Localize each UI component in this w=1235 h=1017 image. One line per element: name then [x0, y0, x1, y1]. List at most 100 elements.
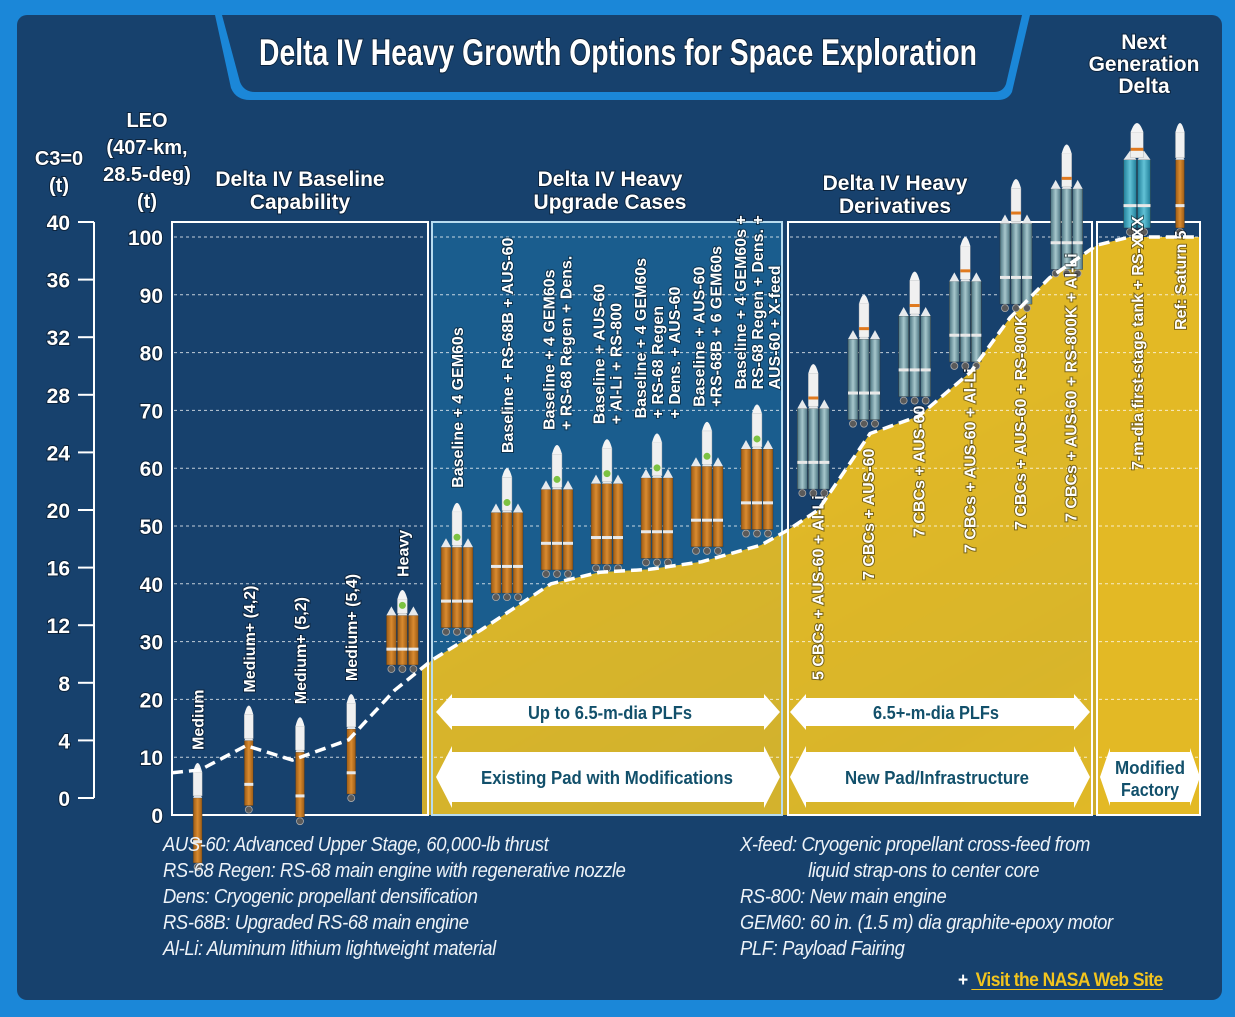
vehicle-label-line: Baseline + 4 GEM60s — [633, 258, 650, 419]
section-title-derivative-2: Derivatives — [839, 195, 951, 218]
vehicle-label-line: 7 CBCs + AUS-60 + Al-Li — [962, 368, 979, 553]
vehicle-label-line: + RS-68 Regen — [650, 306, 667, 418]
vehicle-label: 7-m-dia first-stage tank + RS-XXX — [1129, 215, 1148, 471]
c3-tick-label: 20 — [47, 500, 70, 523]
vehicle-label: Baseline + 4 GEM60s + RS-68 Regen + Dens. — [541, 255, 577, 431]
section-title-upgrade-2: Upgrade Cases — [534, 191, 687, 214]
vehicle-label-line: Baseline + AUS-60 — [592, 284, 609, 424]
capability-curve — [171, 235, 1200, 775]
vehicle-7-m-dia-first-stage-tank-rs-xxx — [1123, 123, 1151, 236]
vehicle-label-line: Baseline + RS-68B + AUS-60 — [500, 238, 517, 454]
vehicle-label: Medium+ (5,2) — [292, 596, 311, 705]
vehicle-label-line: + Dens. + AUS-60 — [667, 286, 684, 418]
section-titles: Delta IV Baseline Capability Delta IV He… — [214, 30, 1200, 219]
vehicles — [192, 123, 1185, 871]
banner-pad-upgrade-text: Existing Pad with Modifications — [481, 768, 733, 788]
c3-axis-title-1: C3=0 — [35, 148, 83, 170]
vehicle-label-line: 7 CBCs + AUS-60 — [861, 448, 878, 580]
leo-tick-label: 20 — [140, 689, 163, 712]
banners: Up to 6.5-m-dia PLFs 6.5+-m-dia PLFs Exi… — [436, 694, 1200, 808]
vehicle-label: Baseline + 4 GEM60s — [449, 326, 468, 489]
nasa-web-site-link[interactable]: + Visit the NASA Web Site — [958, 970, 1163, 992]
leo-tick-label: 60 — [140, 458, 163, 481]
leo-tick-label: 90 — [140, 285, 163, 308]
banner-factory-text-1: Modified — [1115, 758, 1185, 778]
section-title-nextgen-2: Generation — [1089, 53, 1200, 76]
vehicle-label: 5 CBCs + AUS-60 + Al-Li — [809, 494, 828, 681]
vehicle-label-line: Ref: Saturn 5 — [1173, 230, 1190, 330]
vehicle-labels: Medium Medium+ (4,2) Medium+ (5,2) Medium+ … — [190, 214, 1191, 751]
legend-item: Al-Li: Aluminum lithium lightweight mate… — [163, 938, 496, 960]
legend-item: RS-68B: Upgraded RS-68 main engine — [163, 912, 469, 934]
banner-factory — [1100, 748, 1200, 806]
vehicle-heavy — [386, 590, 419, 673]
vehicle-label: 7 CBCs + AUS-60 + Al-Li — [961, 367, 980, 554]
c3-tick-label: 8 — [58, 673, 70, 696]
vehicle-medium-4-2 — [244, 705, 254, 814]
section-title-upgrade-1: Delta IV Heavy — [538, 168, 683, 191]
vehicle-label-line: Baseline + 4 GEM60s — [450, 327, 467, 488]
c3-axis-title-2: (t) — [49, 175, 69, 197]
nasa-link-text[interactable]: Visit the NASA Web Site — [971, 970, 1164, 991]
legend-item: Dens: Cryogenic propellant densification — [163, 886, 478, 908]
vehicle-medium-5-4 — [346, 694, 356, 802]
title-tab — [222, 15, 1022, 92]
vehicle-label-line: 5 CBCs + AUS-60 + Al-Li — [810, 495, 827, 680]
banner-plf-upgrade — [436, 694, 780, 730]
leo-axis-title-2: (407-km, — [106, 137, 187, 159]
vehicle-label-line: AUS-60 + X-feed — [767, 266, 784, 390]
vehicle-label: 7 CBCs + AUS-60 + RS-800K + Al-Li — [1063, 252, 1082, 523]
vehicle-label-line: RS-68 Regen + Dens. + — [750, 215, 767, 389]
c3-tick-label: 36 — [47, 270, 70, 293]
vehicle-label: Ref: Saturn 5 — [1172, 229, 1191, 331]
leo-axis-title-4: (t) — [137, 191, 157, 213]
c3-tick-label: 24 — [47, 442, 71, 465]
section-title-baseline-2: Capability — [250, 191, 351, 214]
leo-tick-label: 100 — [128, 227, 163, 250]
vehicle-label-line: +RS-68B + 6 GEM60s — [709, 246, 726, 407]
vehicle-7-cbcs-aus-60-al-li — [949, 236, 982, 370]
vehicle-label-line: Medium+ (5,4) — [344, 574, 361, 681]
c3-tick-label: 40 — [47, 212, 70, 235]
section-title-derivative-1: Delta IV Heavy — [823, 172, 968, 195]
legend-item: RS-68 Regen: RS-68 main engine with rege… — [163, 860, 626, 882]
vehicle-label-line: Medium+ (5,2) — [293, 597, 310, 704]
banner-pad-derivative — [790, 746, 1090, 808]
legend-item: AUS-60: Advanced Upper Stage, 60,000-lb … — [163, 834, 549, 856]
leo-axis-title-1: LEO — [126, 110, 167, 132]
vehicle-baseline-aus-60-rs-68b-6-gem60s — [690, 421, 724, 555]
vehicle-7-cbcs-aus-60-rs-800k-al-li — [1050, 144, 1083, 278]
section-title-nextgen-1: Next — [1121, 31, 1167, 54]
vehicle-label: Baseline + AUS-60 + Al-Li + RS-800 — [591, 283, 627, 425]
vehicle-label: Baseline + 4 GEM60s + RS-68 Regen + Dens. … — [632, 257, 685, 420]
vehicle-label: Medium — [190, 689, 209, 751]
vehicle-label: Baseline + AUS-60 +RS-68B + 6 GEM60s — [691, 245, 727, 408]
vehicle-label: 7 CBCs + AUS-60 — [860, 447, 879, 581]
c3-tick-label: 4 — [58, 730, 70, 753]
vehicle-baseline-4-gem60s-rs-68-regen-dens-aus-60 — [640, 433, 674, 567]
vehicle-label-line: Medium+ (4,2) — [242, 585, 259, 692]
vehicle-label: Medium+ (5,4) — [343, 573, 362, 682]
legend-left: AUS-60: Advanced Upper Stage, 60,000-lb … — [163, 832, 626, 962]
c3-tick-label: 12 — [47, 615, 70, 638]
banner-pad-upgrade — [436, 746, 780, 808]
legend-item: PLF: Payload Fairing — [740, 938, 905, 960]
vehicle-label: Medium+ (4,2) — [241, 584, 260, 693]
legend-item: X-feed: Cryogenic propellant cross-feed … — [740, 834, 1090, 856]
vehicle-label-line: Medium — [191, 690, 208, 750]
vehicle-5-cbcs-aus-60-al-li — [797, 364, 830, 498]
vehicle-baseline-4-gem60s — [440, 502, 474, 636]
vehicle-label-line: 7 CBCs + AUS-60 + RS-800K — [1013, 314, 1030, 530]
banner-plf-derivative — [790, 694, 1090, 730]
vehicle-baseline-4-gem60s-rs-68-regen-dens — [540, 445, 574, 578]
leo-tick-label: 10 — [140, 747, 163, 770]
chart-title: Delta IV Heavy Growth Options for Space … — [259, 32, 977, 73]
vehicle-label: Baseline + 4 GEM60s + RS-68 Regen + Dens.… — [732, 214, 785, 390]
vehicle-ref-saturn-5 — [1175, 123, 1185, 236]
vehicle-label: 7 CBCs + AUS-60 — [911, 404, 930, 538]
vehicle-7-cbcs-aus-60 — [898, 271, 931, 405]
vehicle-7-cbcs-aus-60-rs-800k — [999, 179, 1033, 313]
vehicle-label-line: Baseline + 4 GEM60s — [542, 269, 559, 430]
leo-tick-label: 40 — [140, 574, 163, 597]
